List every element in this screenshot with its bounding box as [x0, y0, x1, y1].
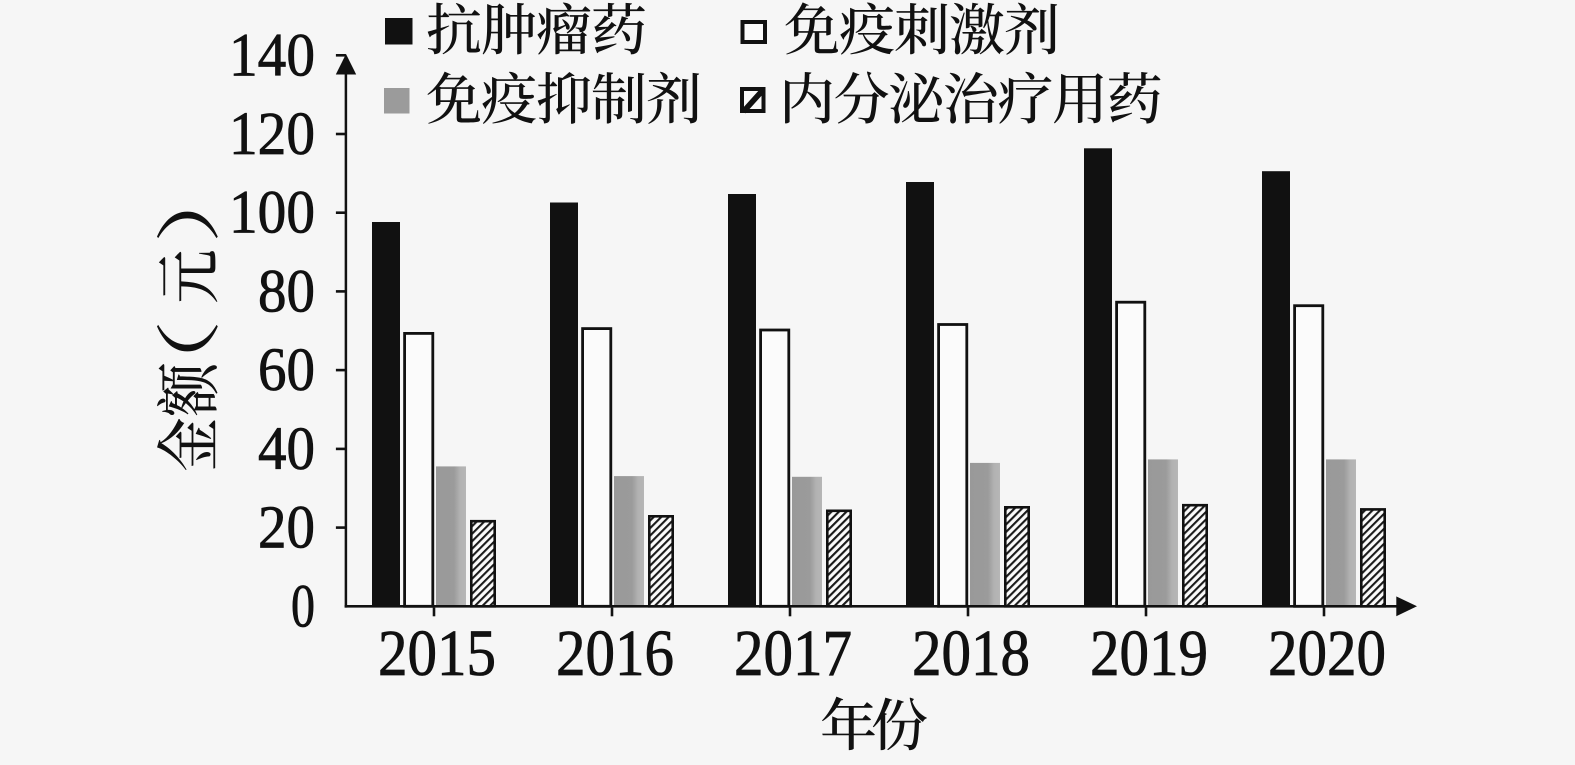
svg-text:2018: 2018 [912, 618, 1030, 690]
svg-text:2019: 2019 [1090, 618, 1208, 690]
svg-text:60: 60 [258, 336, 315, 404]
svg-text:2020: 2020 [1268, 618, 1386, 690]
svg-text:120: 120 [229, 100, 315, 168]
svg-text:2017: 2017 [734, 618, 852, 690]
svg-text:140: 140 [229, 21, 315, 89]
svg-text:0: 0 [291, 572, 315, 640]
svg-text:40: 40 [258, 415, 315, 483]
svg-text:80: 80 [258, 257, 315, 325]
svg-text:20: 20 [258, 494, 315, 562]
svg-text:100: 100 [229, 179, 315, 247]
svg-text:2016: 2016 [556, 618, 674, 690]
svg-text:2015: 2015 [378, 618, 496, 690]
